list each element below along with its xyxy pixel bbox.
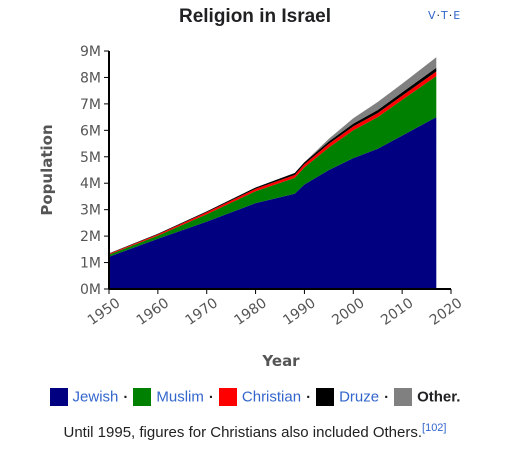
chart-legend: Jewish · Muslim · Christian · Druze · Other. <box>0 388 510 407</box>
chart-title: Religion in Israel <box>178 6 332 27</box>
x-tick-label: 2010 <box>378 295 416 329</box>
legend-label[interactable]: Druze <box>339 388 380 406</box>
legend-separator: · <box>306 388 312 406</box>
x-tick-label: 1950 <box>85 295 123 329</box>
legend-label[interactable]: Muslim <box>156 388 204 406</box>
legend-swatch <box>133 388 152 407</box>
x-tick-label: 1990 <box>280 295 318 329</box>
talk-template-link[interactable]: T <box>441 9 449 22</box>
navbox-vte-links: V·T·E <box>428 9 461 22</box>
legend-item: Druze <box>316 388 380 407</box>
legend-swatch <box>394 388 413 407</box>
legend-label[interactable]: Jewish <box>72 388 119 406</box>
y-tick-label: 4M <box>80 176 101 192</box>
x-tick-label: 1960 <box>134 295 172 329</box>
view-template-link[interactable]: V <box>428 9 437 22</box>
legend-swatch <box>49 388 68 407</box>
y-tick-label: 0M <box>80 282 101 298</box>
legend-swatch <box>316 388 335 407</box>
area-jewish <box>109 117 437 289</box>
y-tick-label: 5M <box>80 150 101 166</box>
x-tick-label: 2000 <box>329 295 367 329</box>
legend-swatch <box>218 388 237 407</box>
legend-separator: · <box>384 388 390 406</box>
religion-area-chart: 0M 1M 2M 3M 4M 5M 6M 7M 8M 9M 1950 1960 1970 1980 1990… <box>38 44 465 370</box>
y-tick-label: 7M <box>80 97 101 113</box>
x-tick-label: 1970 <box>183 295 221 329</box>
legend-item: Other. <box>394 388 461 407</box>
x-axis-label: Year <box>261 352 300 370</box>
chart-caption: Until 1995, figures for Christians also … <box>0 422 510 441</box>
y-tick-label: 6M <box>80 123 101 139</box>
legend-item: Muslim <box>133 388 204 407</box>
caption-text: Until 1995, figures for Christians also … <box>63 424 423 441</box>
y-tick-label: 9M <box>80 44 101 60</box>
area-series-group <box>109 57 437 289</box>
legend-separator: · <box>208 388 214 406</box>
y-tick-label: 2M <box>80 229 101 245</box>
vte-separator: · <box>448 9 454 22</box>
y-axis-label: Population <box>38 124 56 215</box>
y-tick-label: 8M <box>80 70 101 86</box>
edit-template-link[interactable]: E <box>453 9 462 22</box>
y-tick-label: 3M <box>80 203 101 219</box>
legend-item: Christian <box>218 388 302 407</box>
x-tick-label: 2020 <box>427 295 465 329</box>
legend-label: Other. <box>417 388 461 406</box>
legend-label[interactable]: Christian <box>241 388 302 406</box>
y-tick-label: 1M <box>80 256 101 272</box>
x-tick-label: 1980 <box>231 295 269 329</box>
vte-separator: · <box>436 9 442 22</box>
legend-separator: · <box>123 388 129 406</box>
citation-link[interactable]: [102] <box>422 422 447 434</box>
legend-item: Jewish <box>49 388 119 407</box>
